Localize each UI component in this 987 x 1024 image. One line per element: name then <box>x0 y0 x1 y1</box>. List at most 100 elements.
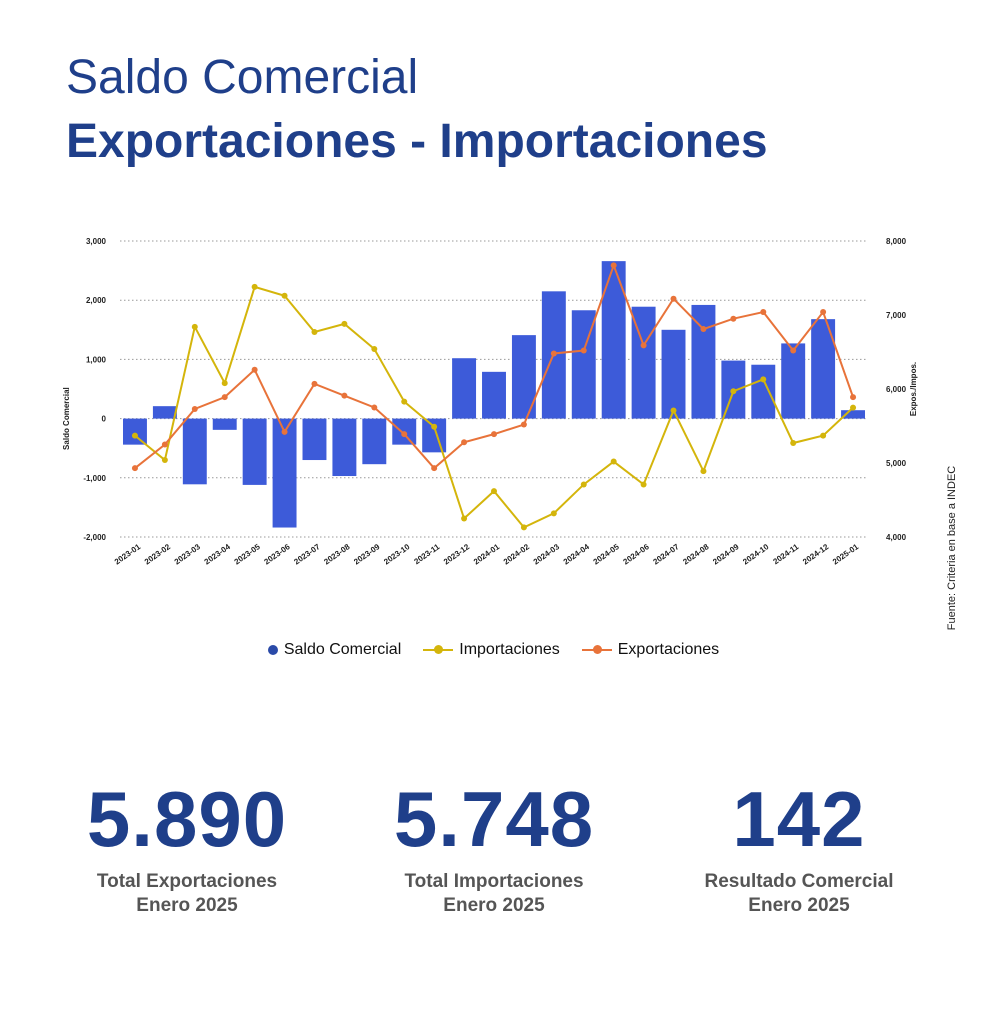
x-tick-label: 2024-12 <box>801 542 831 567</box>
x-tick-label: 2024-02 <box>502 542 532 567</box>
x-tick-label: 2024-07 <box>651 542 681 567</box>
y2-tick-label: 4,000 <box>886 533 907 542</box>
saldo-bar <box>452 358 477 419</box>
importaciones-point <box>401 398 408 405</box>
saldo-bar <box>242 418 267 485</box>
legend-saldo-label: Saldo Comercial <box>283 641 402 658</box>
stat-resultado-label: Resultado Comercial <box>704 871 894 892</box>
exportaciones-point <box>610 262 617 269</box>
x-tick-label: 2023-01 <box>113 542 143 567</box>
legend-saldo-marker <box>267 645 278 655</box>
exportaciones-point <box>341 392 348 399</box>
y2-tick-label: 7,000 <box>886 311 907 320</box>
importaciones-point <box>700 468 707 475</box>
importaciones-point <box>311 329 318 336</box>
saldo-bar <box>691 304 716 419</box>
importaciones-point <box>610 458 617 465</box>
saldo-bar <box>212 418 237 430</box>
importaciones-point <box>491 488 497 495</box>
legend-importaciones-marker <box>423 645 454 654</box>
y2-tick-label: 6,000 <box>886 385 907 394</box>
x-tick-label: 2023-05 <box>233 542 263 567</box>
stat-importaciones-label: Total Importaciones <box>404 871 584 892</box>
exportaciones-point <box>640 342 647 349</box>
stat-exportaciones: 5.890 Total Exportaciones Enero 2025 <box>37 780 337 918</box>
exportaciones-point <box>251 366 258 373</box>
legend-exportaciones-marker <box>581 645 612 654</box>
x-tick-label: 2023-12 <box>442 542 472 567</box>
saldo-bar <box>362 418 387 465</box>
stat-importaciones-period: Enero 2025 <box>443 894 545 916</box>
x-tick-label: 2023-09 <box>352 542 382 567</box>
importaciones-point <box>341 320 348 327</box>
saldo-bar <box>302 418 327 461</box>
saldo-bar <box>482 371 506 419</box>
saldo-bar <box>571 310 596 419</box>
stat-resultado: 142 Resultado Comercial Enero 2025 <box>649 780 949 918</box>
importaciones-point <box>520 524 527 531</box>
stat-importaciones: 5.748 Total Importaciones Enero 2025 <box>344 780 644 918</box>
exportaciones-point <box>371 404 378 411</box>
importaciones-point <box>550 510 557 517</box>
exportaciones-point <box>670 295 677 302</box>
saldo-bar <box>661 329 686 419</box>
x-tick-label: 2023-02 <box>143 542 173 567</box>
importaciones-point <box>760 376 767 383</box>
y-axis-title: Saldo Comercial <box>62 387 71 450</box>
x-tick-label: 2024-06 <box>622 542 652 567</box>
saldo-bar <box>122 418 147 445</box>
legend-importaciones-label: Importaciones <box>459 641 560 658</box>
exportaciones-point <box>520 421 527 428</box>
saldo-bar <box>781 343 806 419</box>
exportaciones-point <box>730 315 737 322</box>
x-tick-label: 2024-01 <box>472 542 502 567</box>
y-tick-label: -2,000 <box>83 533 106 542</box>
saldo-bar <box>751 364 776 419</box>
saldo-bar <box>511 335 536 419</box>
exportaciones-point <box>580 347 587 354</box>
importaciones-point <box>191 323 198 330</box>
saldo-bar <box>272 418 297 528</box>
x-tick-label: 2023-03 <box>173 542 203 567</box>
importaciones-point <box>131 432 138 439</box>
exportaciones-point <box>281 428 288 435</box>
exportaciones-point <box>161 441 168 448</box>
x-tick-label: 2023-07 <box>292 542 322 567</box>
importaciones-point <box>371 346 378 353</box>
importaciones-point <box>670 407 677 414</box>
x-tick-label: 2025-01 <box>831 542 861 567</box>
stat-exportaciones-label: Total Exportaciones <box>96 871 278 892</box>
saldo-bar <box>422 418 447 453</box>
exportaciones-point <box>401 431 408 438</box>
x-tick-label: 2024-10 <box>741 542 771 567</box>
y2-tick-label: 5,000 <box>886 459 907 468</box>
x-tick-label: 2023-08 <box>322 542 352 567</box>
exportaciones-point <box>550 350 557 357</box>
y2-tick-label: 8,000 <box>886 237 907 246</box>
exportaciones-point <box>311 380 318 387</box>
x-tick-label: 2023-11 <box>412 542 441 566</box>
y-tick-label: 0 <box>102 415 107 424</box>
stat-resultado-value: 142 <box>732 775 866 863</box>
saldo-bar <box>601 261 626 419</box>
exportaciones-point <box>491 431 497 438</box>
exportaciones-point <box>191 405 198 412</box>
saldo-bar <box>841 410 866 419</box>
x-tick-label: 2024-05 <box>592 542 622 567</box>
importaciones-point <box>461 515 468 522</box>
chart-legend: Saldo Comercial Importaciones Exportacio… <box>0 641 987 659</box>
y-tick-label: -1,000 <box>83 474 106 483</box>
saldo-bar <box>152 406 177 419</box>
importaciones-point <box>251 283 258 290</box>
page-title: Saldo Comercial <box>66 51 419 104</box>
importaciones-point <box>790 440 797 447</box>
exportaciones-point <box>700 326 707 333</box>
stat-importaciones-value: 5.748 <box>393 775 595 863</box>
exportaciones-point <box>131 465 138 472</box>
exportaciones-point <box>760 309 767 316</box>
importaciones-point <box>221 380 228 387</box>
x-tick-label: 2024-04 <box>562 542 592 567</box>
exportaciones-point <box>790 347 797 354</box>
importaciones-point <box>640 481 647 488</box>
trade-balance-chart: -2,000 -1,000 0 1,000 2,000 3,000 4,000 5,000 6,… <box>62 237 918 567</box>
